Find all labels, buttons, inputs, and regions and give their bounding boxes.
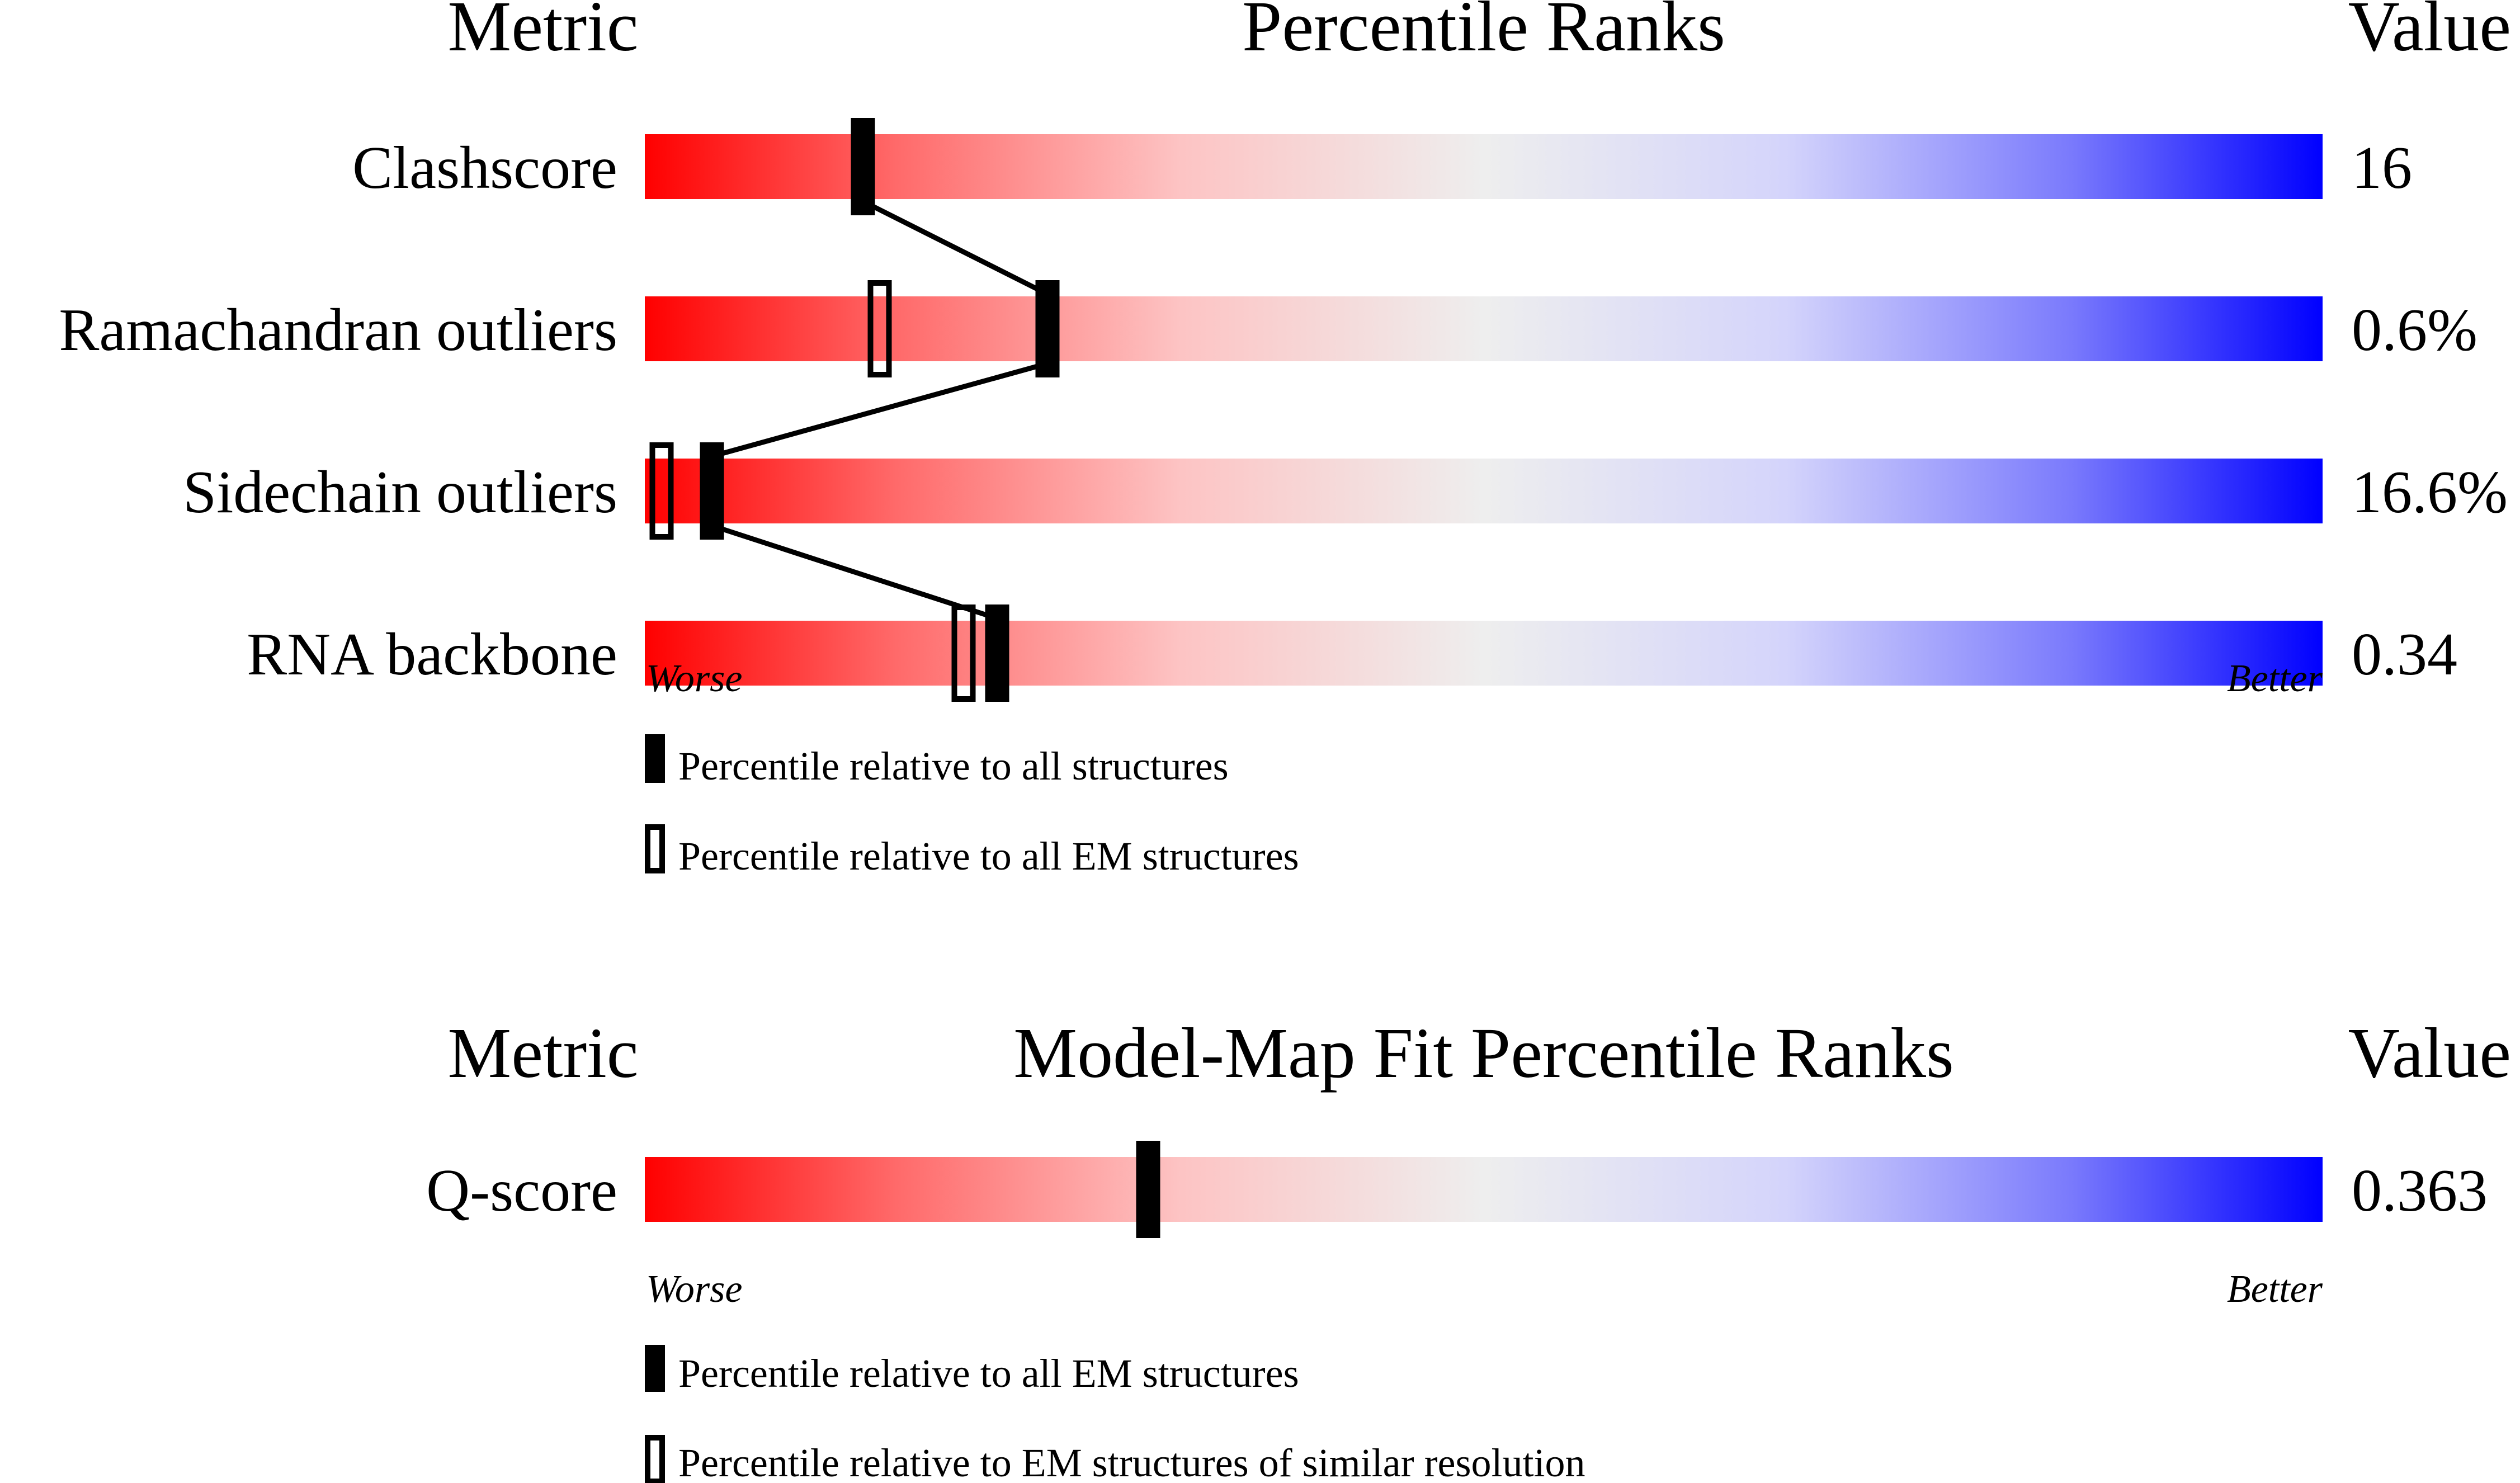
legend-label-similar-res: Percentile relative to EM structures of … [678, 1441, 1585, 1483]
metric-rows: Q-score 0.363 [426, 1141, 2488, 1238]
header-value: Value [2348, 1013, 2511, 1093]
header-value: Value [2348, 0, 2511, 66]
percentile-bar [645, 459, 2323, 523]
percentile-bar [645, 134, 2323, 199]
metric-label: Sidechain outliers [183, 459, 617, 526]
metric-value: 16.6% [2352, 459, 2508, 526]
header-metric: Metric [447, 1013, 638, 1093]
percentile-marker-filled [1035, 280, 1060, 377]
metric-label: Ramachandran outliers [59, 297, 617, 363]
panel-percentile-ranks: Metric Percentile Ranks Value Clashscore… [59, 0, 2511, 879]
legend-open-marker [645, 1435, 665, 1483]
legend-open-marker [645, 824, 665, 873]
percentile-marker-filled [851, 118, 875, 215]
connector-line [711, 523, 998, 621]
metric-row: Clashscore 16 [352, 118, 2412, 215]
metric-label: Clashscore [352, 135, 617, 201]
metric-value: 16 [2352, 135, 2412, 201]
worse-label: Worse [646, 1268, 742, 1311]
percentile-marker-filled [700, 442, 724, 540]
chart-title: Percentile Ranks [1242, 0, 1725, 66]
metric-label: RNA backbone [247, 621, 617, 688]
metric-value: 0.34 [2352, 621, 2457, 688]
metric-rows: Clashscore 16 Ramachandran outliers 0.6% Sid… [59, 118, 2508, 702]
worse-label: Worse [646, 657, 742, 700]
percentile-marker-filled [985, 604, 1009, 702]
metric-row: RNA backbone 0.34 [247, 604, 2457, 702]
percentile-marker-filled [1136, 1141, 1160, 1238]
legend-label-all: Percentile relative to all structures [678, 744, 1229, 788]
metric-value: 0.363 [2352, 1158, 2488, 1224]
chart-title: Model-Map Fit Percentile Ranks [1013, 1013, 1954, 1093]
connector-line [711, 361, 1049, 459]
panel-model-map-fit: Metric Model-Map Fit Percentile Ranks Va… [426, 1013, 2511, 1483]
metric-label: Q-score [426, 1158, 617, 1224]
percentile-marker-open [649, 442, 674, 540]
legend-label-em: Percentile relative to all EM structures [678, 834, 1299, 879]
percentile-marker-open [867, 280, 892, 377]
metric-row: Q-score 0.363 [426, 1141, 2488, 1238]
legend-label-all-em: Percentile relative to all EM structures [678, 1351, 1299, 1396]
header-metric: Metric [447, 0, 638, 66]
percentile-bar [645, 296, 2323, 361]
better-label: Better [2227, 1268, 2323, 1311]
connector-line [861, 199, 1049, 297]
metric-row: Ramachandran outliers 0.6% [59, 280, 2477, 377]
percentile-bar [645, 1157, 2323, 1222]
legend-filled-marker [645, 1345, 665, 1392]
percentile-bar [645, 621, 2323, 686]
better-label: Better [2227, 657, 2323, 700]
legend-filled-marker [645, 734, 665, 783]
metric-value: 0.6% [2352, 297, 2477, 363]
metric-row: Sidechain outliers 16.6% [183, 442, 2508, 540]
